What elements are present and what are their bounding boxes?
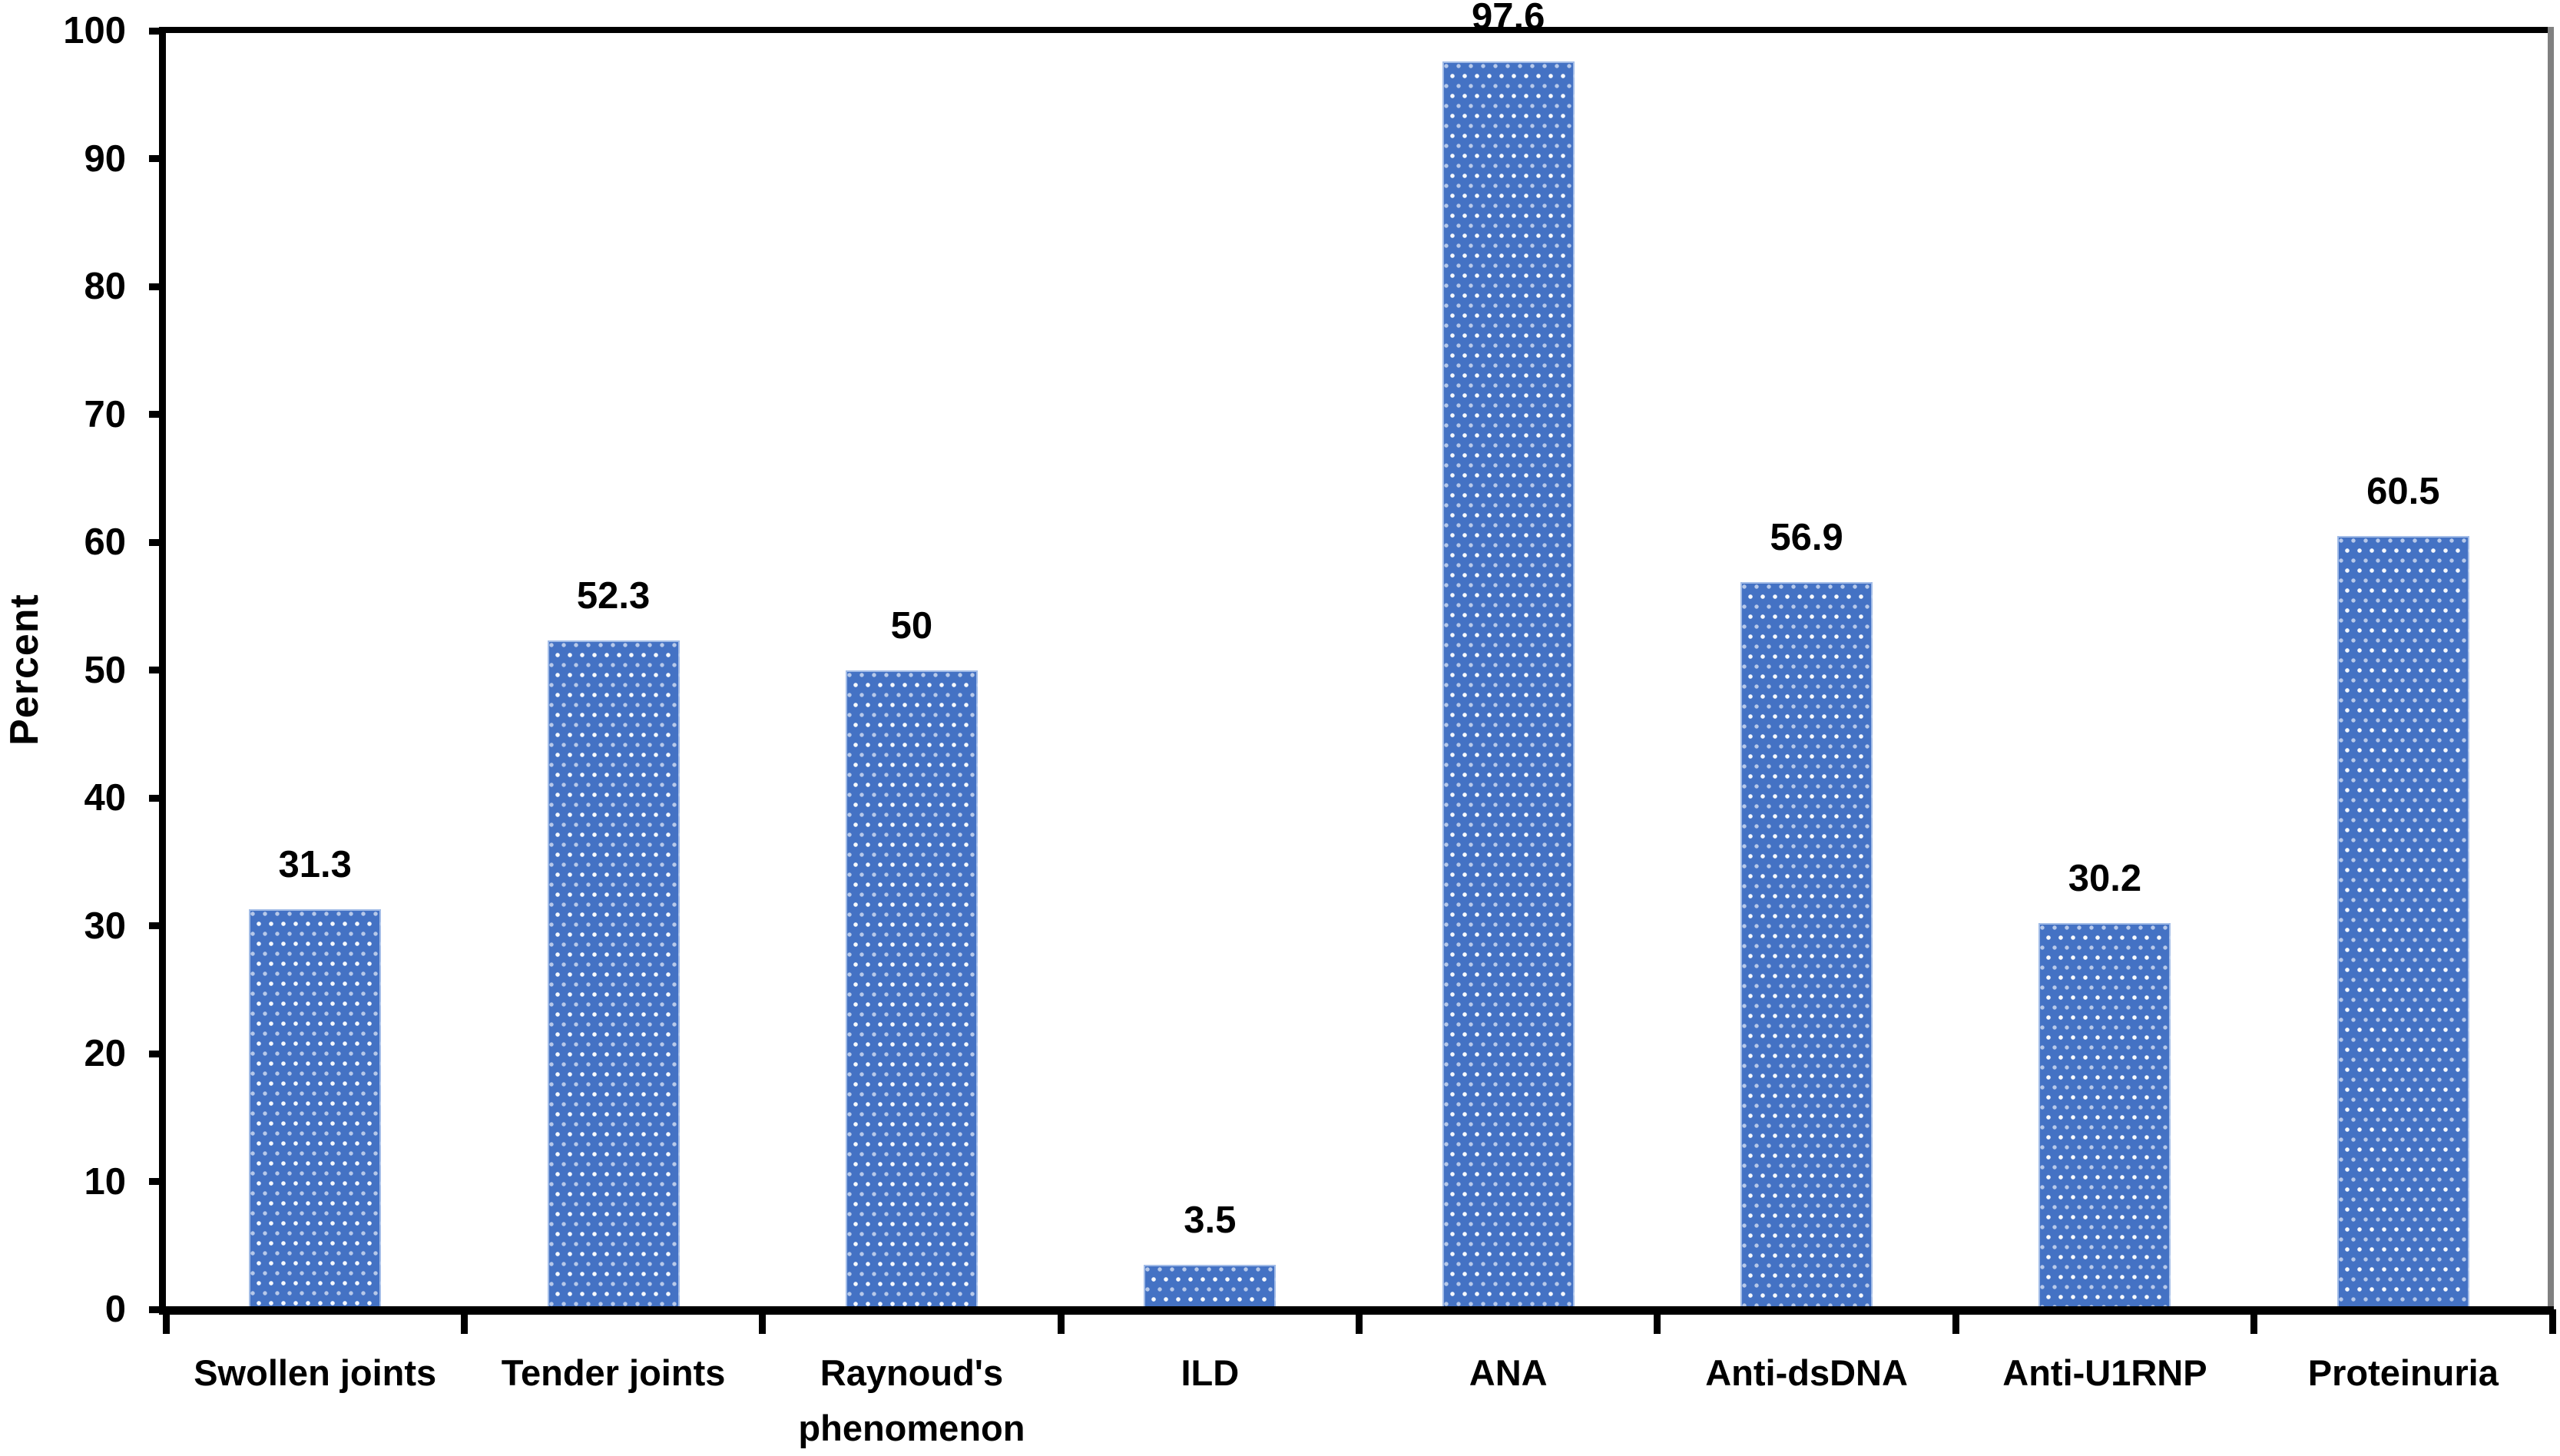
bar-value-label: 31.3 bbox=[278, 843, 352, 885]
bar bbox=[845, 670, 978, 1309]
x-tick-mark bbox=[2250, 1309, 2258, 1334]
x-tick-mark bbox=[1654, 1309, 1661, 1334]
y-tick-label: 10 bbox=[84, 1160, 126, 1203]
category-label: Anti-dsDNA bbox=[1705, 1352, 1908, 1393]
y-tick-label: 60 bbox=[84, 521, 126, 563]
category-label: Proteinuria bbox=[2307, 1352, 2499, 1393]
category-label: Anti-U1RNP bbox=[2002, 1352, 2207, 1393]
plot-right-border bbox=[2548, 27, 2554, 1311]
x-tick-mark bbox=[1057, 1309, 1065, 1334]
category-label: Swollen joints bbox=[194, 1352, 437, 1393]
y-tick-label: 30 bbox=[84, 905, 126, 947]
plot-top-border bbox=[159, 27, 2554, 33]
y-tick-mark bbox=[149, 1178, 166, 1185]
bar-value-label: 30.2 bbox=[2068, 858, 2142, 900]
bar-value-label: 60.5 bbox=[2366, 470, 2440, 512]
y-tick-mark bbox=[149, 667, 166, 673]
x-tick-mark bbox=[759, 1309, 767, 1334]
bar-value-label: 56.9 bbox=[1770, 516, 1843, 558]
bar bbox=[2336, 535, 2469, 1309]
x-tick-mark bbox=[162, 1309, 170, 1334]
y-tick-label: 50 bbox=[84, 649, 126, 691]
category-label: Tender joints bbox=[501, 1352, 726, 1393]
category-label: ANA bbox=[1469, 1352, 1548, 1393]
y-tick-mark bbox=[149, 155, 166, 162]
bar-value-label: 97.6 bbox=[1472, 0, 1545, 38]
y-tick-mark bbox=[149, 1050, 166, 1057]
y-tick-label: 90 bbox=[84, 137, 126, 180]
y-tick-mark bbox=[149, 922, 166, 929]
y-tick-label: 100 bbox=[63, 10, 126, 51]
y-tick-mark bbox=[149, 1305, 166, 1313]
x-tick-mark bbox=[1952, 1309, 1959, 1334]
bar-value-label: 52.3 bbox=[576, 575, 651, 617]
bar bbox=[547, 640, 680, 1309]
y-tick-label: 20 bbox=[84, 1033, 126, 1074]
y-tick-mark bbox=[149, 538, 166, 546]
y-tick-label: 0 bbox=[104, 1289, 126, 1330]
y-tick-label: 70 bbox=[84, 393, 126, 435]
y-tick-mark bbox=[149, 283, 166, 290]
bar-value-label: 50 bbox=[890, 604, 933, 647]
category-label: ILD bbox=[1181, 1352, 1240, 1393]
category-label: Raynoud's phenomenon bbox=[798, 1352, 1025, 1448]
bar-value-label: 3.5 bbox=[1184, 1199, 1237, 1241]
bar bbox=[2038, 923, 2171, 1309]
bar bbox=[1442, 61, 1575, 1309]
y-tick-label: 80 bbox=[84, 266, 126, 307]
y-tick-mark bbox=[149, 794, 166, 802]
x-tick-mark bbox=[1356, 1309, 1363, 1334]
x-tick-mark bbox=[460, 1309, 468, 1334]
y-tick-mark bbox=[149, 27, 166, 35]
bar bbox=[1740, 581, 1873, 1309]
x-tick-mark bbox=[2548, 1309, 2556, 1334]
bar bbox=[249, 908, 382, 1309]
bar bbox=[1144, 1264, 1277, 1309]
y-tick-mark bbox=[149, 411, 166, 418]
y-tick-label: 40 bbox=[84, 777, 126, 819]
